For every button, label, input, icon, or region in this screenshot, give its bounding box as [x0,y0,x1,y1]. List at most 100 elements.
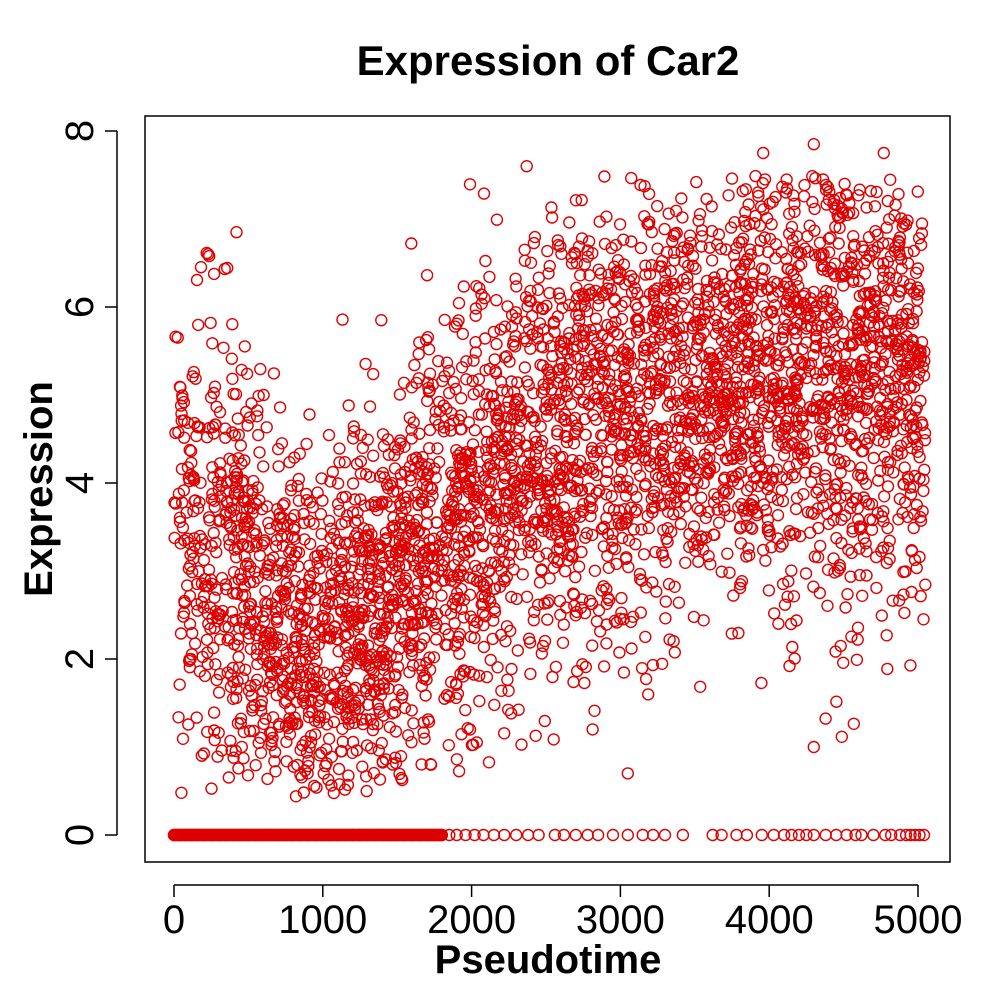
data-point [209,536,222,549]
data-point [636,828,649,842]
data-point [917,613,930,626]
data-point [668,580,681,593]
data-point [793,419,806,433]
data-point [848,238,861,252]
data-point [812,483,825,496]
data-point [205,539,218,553]
data-point [895,262,908,275]
data-point [258,534,271,547]
data-point [741,484,754,497]
data-point [905,544,918,557]
data-point [586,639,599,652]
data-point [237,725,251,739]
data-point [615,299,628,312]
data-point [533,576,547,589]
data-point [907,432,920,446]
data-point [548,325,561,339]
data-point [645,259,658,272]
data-point [511,644,524,657]
data-point [382,580,395,594]
data-point [338,664,351,678]
data-point [544,339,558,353]
data-point [876,377,889,391]
data-point [423,495,436,508]
data-point [733,581,747,595]
data-point [909,266,923,280]
data-point [262,681,275,695]
data-point [473,694,486,708]
data-point [554,339,567,352]
data-point [816,263,829,276]
data-point [915,217,929,230]
data-point [502,430,516,443]
data-point [505,413,518,426]
data-point [575,593,589,606]
data-point [703,346,716,360]
data-point [707,528,720,541]
data-point [329,584,342,597]
data-point [377,709,390,722]
data-point [311,582,324,595]
data-point [700,392,713,405]
data-point [175,407,188,420]
data-point [355,713,368,726]
data-point [801,230,814,243]
data-point [884,284,898,297]
data-point [490,514,503,527]
data-point [760,283,774,296]
data-point [212,483,226,496]
data-point [483,270,496,284]
data-point [177,610,190,623]
data-point [880,556,893,570]
data-point [833,561,846,575]
data-point [169,426,182,440]
data-point [188,637,202,650]
data-point [241,769,255,782]
data-point [844,570,857,583]
data-point [456,569,470,582]
data-point [743,391,757,404]
data-point [229,551,243,564]
data-point [226,661,240,675]
data-point [766,290,780,303]
data-point [894,284,908,297]
data-point [869,375,882,389]
data-point [675,192,688,205]
data-point [722,487,735,500]
data-point [427,651,441,664]
y-tick-label: 4 [58,472,102,494]
data-point [639,259,652,272]
data-point [498,727,511,740]
data-point [480,425,493,438]
data-point [760,306,774,319]
data-point [472,516,485,530]
data-point [901,340,915,353]
data-point [535,386,549,399]
data-point [195,749,209,762]
data-point [502,703,515,716]
data-point [595,445,608,458]
data-point [427,562,440,575]
data-point [787,590,801,603]
data-point [656,549,670,562]
data-point [337,688,350,701]
data-point [562,298,576,312]
data-point [648,294,661,307]
data-point [372,744,385,757]
data-point [702,505,715,519]
data-point [272,460,285,473]
data-point [308,714,322,727]
data-point [639,630,652,644]
data-point [856,240,869,253]
data-point [577,396,590,409]
data-point [448,559,461,572]
data-point [244,597,258,611]
data-point [652,471,665,484]
data-point [660,284,673,297]
data-point [741,252,754,265]
data-point [529,448,542,461]
data-point [435,589,448,602]
data-point [624,404,637,418]
data-point [855,461,868,474]
